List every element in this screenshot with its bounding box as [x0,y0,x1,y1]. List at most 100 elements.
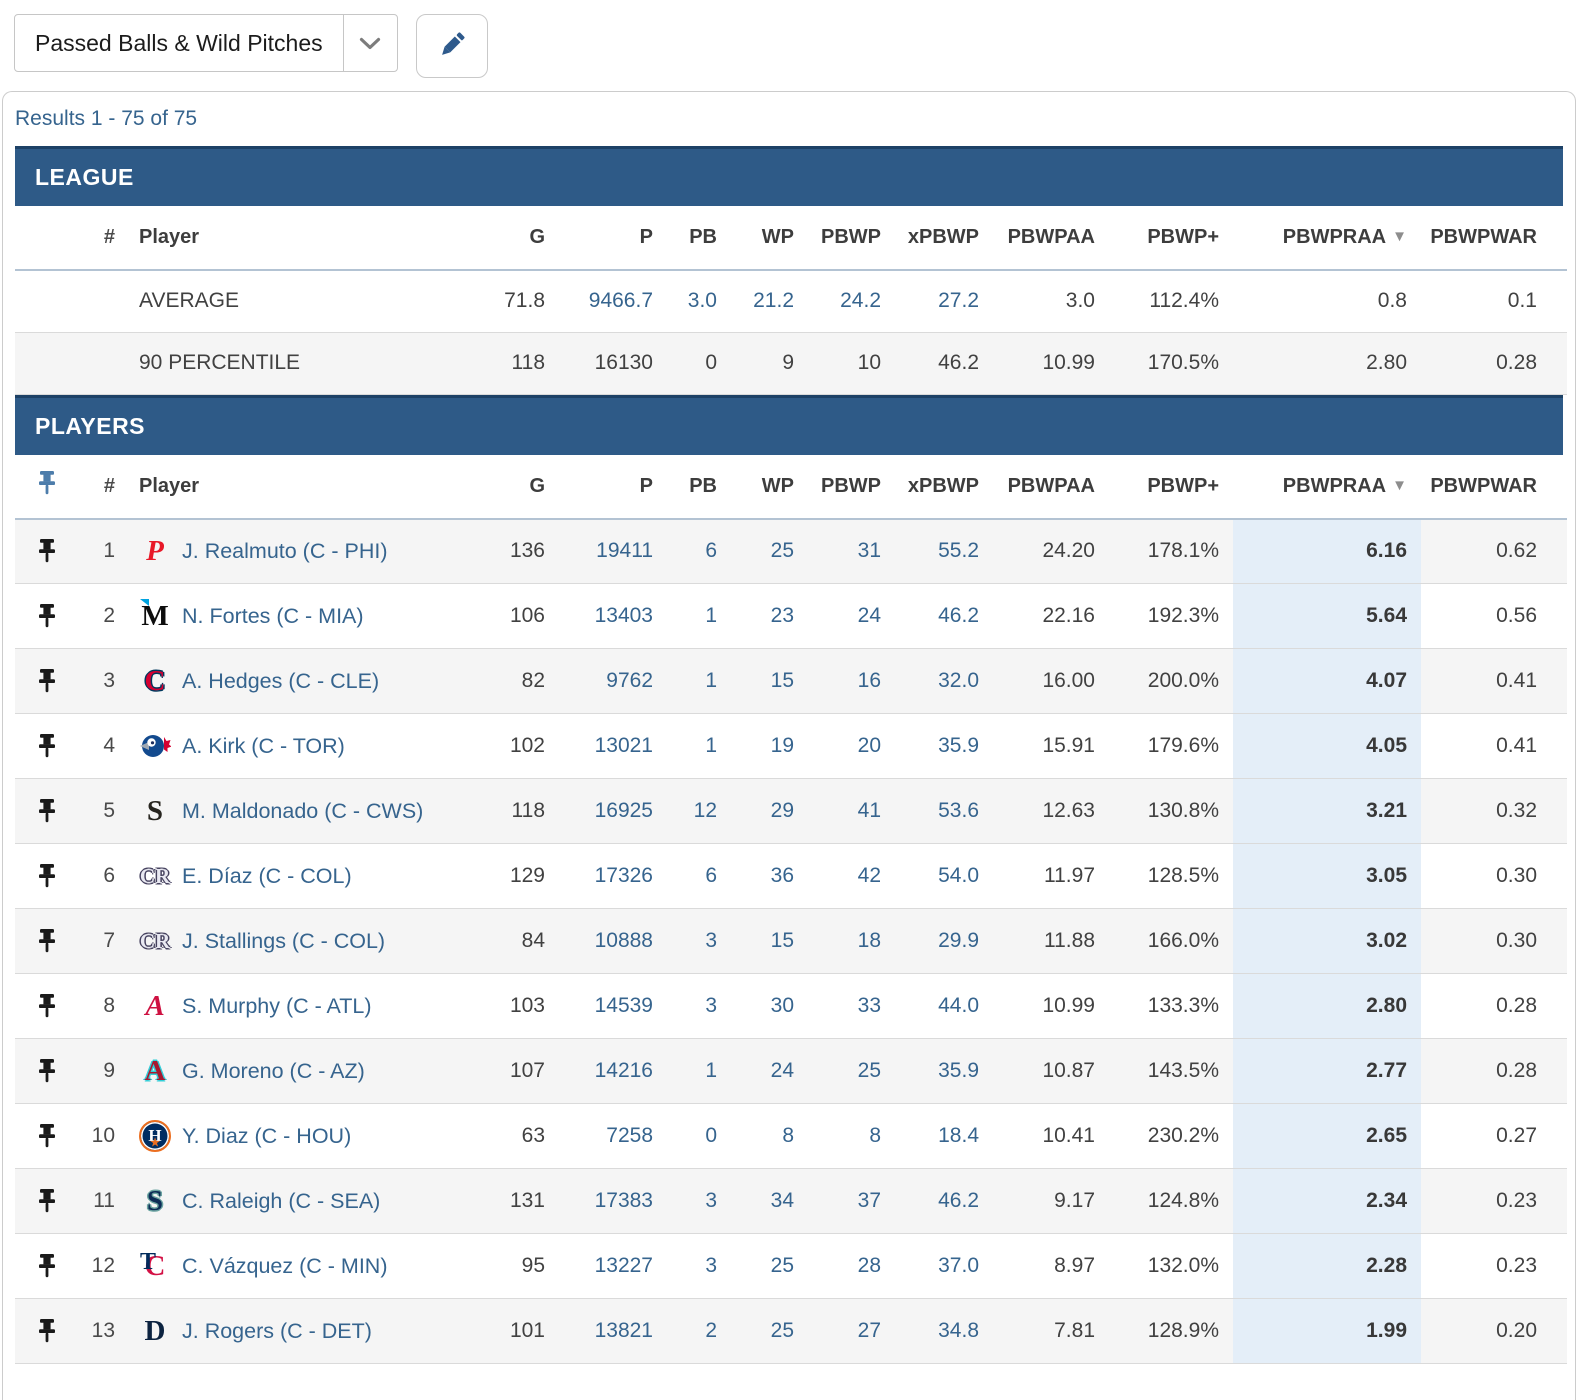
stat-pbwp[interactable]: 28 [857,1254,881,1277]
player-link[interactable]: C. Vázquez (C - MIN) [182,1253,388,1278]
stat-wp[interactable]: 25 [770,539,794,563]
stat-pb[interactable]: 3.0 [687,289,717,313]
pin-button[interactable] [27,531,67,571]
stat-xpbwp[interactable]: 44.0 [938,994,979,1017]
column-header-pbwpaa[interactable]: PBWPAA [993,454,1109,520]
stat-pb[interactable]: 3 [705,1254,717,1277]
stat-pbwp[interactable]: 8 [869,1124,881,1147]
column-header-pb[interactable]: PB [667,206,731,271]
column-header-rank[interactable]: # [79,206,123,271]
stat-pbwp[interactable]: 20 [857,734,881,757]
stat-p[interactable]: 13821 [594,1319,653,1342]
stat-p[interactable]: 13021 [594,734,653,757]
stat-pbwp[interactable]: 42 [857,864,881,887]
pin-button[interactable] [27,856,67,896]
player-link[interactable]: C. Raleigh (C - SEA) [182,1188,381,1213]
edit-button[interactable] [415,14,488,78]
pin-button[interactable] [27,1051,67,1091]
stat-p[interactable]: 10888 [594,929,653,952]
stat-pbwp[interactable]: 41 [857,799,881,822]
player-link[interactable]: S. Murphy (C - ATL) [182,993,372,1018]
stat-pb[interactable]: 2 [705,1319,717,1342]
column-header-p[interactable]: P [559,454,667,520]
stat-pb[interactable]: 12 [693,799,717,822]
report-select[interactable]: Passed Balls & Wild Pitches [14,14,398,72]
stat-xpbwp[interactable]: 46.2 [938,1189,979,1212]
stat-pb[interactable]: 1 [705,734,717,757]
player-link[interactable]: M. Maldonado (C - CWS) [182,798,424,823]
stat-pbwp[interactable]: 37 [857,1189,881,1212]
column-header-pbwp_plus[interactable]: PBWP+ [1109,206,1233,271]
stat-pbwp[interactable]: 25 [857,1059,881,1082]
stat-xpbwp[interactable]: 18.4 [938,1124,979,1147]
player-link[interactable]: N. Fortes (C - MIA) [182,603,364,628]
stat-wp[interactable]: 36 [770,864,794,887]
player-link[interactable]: Y. Diaz (C - HOU) [182,1123,352,1148]
column-header-player[interactable]: Player [123,454,453,520]
stat-p[interactable]: 9466.7 [588,289,653,313]
column-header-p[interactable]: P [559,206,667,271]
player-link[interactable]: G. Moreno (C - AZ) [182,1058,365,1083]
stat-wp[interactable]: 15 [770,929,794,952]
column-header-pbwpraa[interactable]: PBWPRAA ▼ [1233,454,1421,520]
stat-pb[interactable]: 0 [705,1124,717,1147]
stat-p[interactable]: 16925 [594,799,653,822]
player-link[interactable]: E. Díaz (C - COL) [182,863,352,888]
stat-pb[interactable]: 6 [705,539,717,563]
column-header-pbwpraa[interactable]: PBWPRAA ▼ [1233,206,1421,271]
stat-xpbwp[interactable]: 29.9 [938,929,979,952]
player-link[interactable]: J. Rogers (C - DET) [182,1318,372,1343]
player-link[interactable]: J. Stallings (C - COL) [182,928,386,953]
stat-pbwp[interactable]: 16 [857,669,881,692]
stat-pbwp[interactable]: 33 [857,994,881,1017]
stat-xpbwp[interactable]: 54.0 [938,864,979,887]
pin-button[interactable] [27,791,67,831]
column-header-pbwpaa[interactable]: PBWPAA [993,206,1109,271]
pin-button[interactable] [27,1246,67,1286]
column-header-pbwpwar[interactable]: PBWPWAR [1421,454,1567,520]
player-link[interactable]: J. Realmuto (C - PHI) [182,538,388,563]
stat-pbwp[interactable]: 27 [857,1319,881,1342]
stat-xpbwp[interactable]: 55.2 [938,539,979,563]
column-header-rank[interactable]: # [79,454,123,520]
stat-pb[interactable]: 1 [705,669,717,692]
stat-wp[interactable]: 29 [770,799,794,822]
pin-button[interactable] [27,986,67,1026]
stat-p[interactable]: 14539 [594,994,653,1017]
pin-all-header[interactable] [15,454,79,520]
stat-pbwp[interactable]: 31 [857,539,881,563]
stat-pb[interactable]: 3 [705,1189,717,1212]
stat-p[interactable]: 7258 [606,1124,653,1147]
stat-xpbwp[interactable]: 35.9 [938,734,979,757]
stat-pb[interactable]: 1 [705,604,717,627]
stat-wp[interactable]: 23 [770,604,794,627]
column-header-player[interactable]: Player [123,206,453,271]
column-header-pbwp_plus[interactable]: PBWP+ [1109,454,1233,520]
column-header-pb[interactable]: PB [667,454,731,520]
stat-xpbwp[interactable]: 46.2 [938,604,979,627]
stat-pb[interactable]: 6 [705,864,717,887]
player-link[interactable]: A. Hedges (C - CLE) [182,668,380,693]
stat-wp[interactable]: 19 [770,734,794,757]
column-header-pbwpwar[interactable]: PBWPWAR [1421,206,1567,271]
stat-p[interactable]: 19411 [596,539,653,563]
column-header-pbwp[interactable]: PBWP [808,206,895,271]
column-header-wp[interactable]: WP [731,454,808,520]
stat-xpbwp[interactable]: 27.2 [938,289,979,313]
stat-pb[interactable]: 1 [705,1059,717,1082]
pin-button[interactable] [27,726,67,766]
pin-button[interactable] [27,1116,67,1156]
player-link[interactable]: A. Kirk (C - TOR) [182,733,345,758]
stat-xpbwp[interactable]: 35.9 [938,1059,979,1082]
stat-wp[interactable]: 30 [770,994,794,1017]
column-header-g[interactable]: G [453,206,559,271]
stat-pbwp[interactable]: 24.2 [840,289,881,313]
stat-pbwp[interactable]: 24 [857,604,881,627]
stat-xpbwp[interactable]: 34.8 [938,1319,979,1342]
stat-wp[interactable]: 34 [770,1189,794,1212]
stat-wp[interactable]: 21.2 [753,289,794,313]
column-header-wp[interactable]: WP [731,206,808,271]
chevron-down-icon[interactable] [342,15,397,71]
stat-pb[interactable]: 3 [705,929,717,952]
stat-xpbwp[interactable]: 37.0 [938,1254,979,1277]
